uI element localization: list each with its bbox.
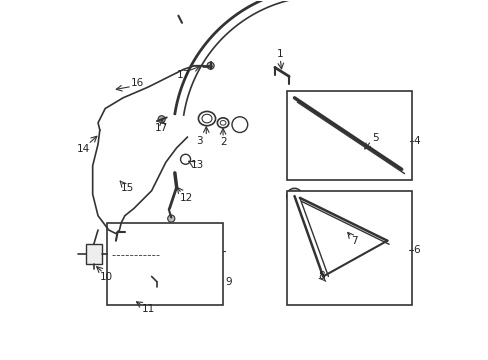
Text: 2: 2 xyxy=(219,137,226,147)
Circle shape xyxy=(130,291,136,296)
Text: 5: 5 xyxy=(372,133,379,143)
Text: 1: 1 xyxy=(276,49,283,59)
Text: 9: 9 xyxy=(224,277,231,287)
Bar xyxy=(107,223,223,305)
Text: 6: 6 xyxy=(412,245,419,255)
Text: 10: 10 xyxy=(99,272,112,282)
Text: 12: 12 xyxy=(180,193,193,203)
Bar xyxy=(287,191,411,305)
FancyBboxPatch shape xyxy=(110,239,160,278)
Text: 8: 8 xyxy=(317,271,324,281)
Circle shape xyxy=(133,266,142,274)
Circle shape xyxy=(323,116,329,122)
Circle shape xyxy=(380,235,394,249)
Text: 13: 13 xyxy=(190,160,203,170)
Circle shape xyxy=(332,280,348,296)
Text: 17: 17 xyxy=(155,123,168,133)
Circle shape xyxy=(297,108,312,123)
Text: 3: 3 xyxy=(196,136,203,146)
Circle shape xyxy=(118,230,124,237)
Circle shape xyxy=(167,215,175,222)
Circle shape xyxy=(300,111,309,120)
Circle shape xyxy=(291,192,302,202)
Text: 14: 14 xyxy=(76,144,89,154)
Text: 15: 15 xyxy=(121,183,134,193)
Circle shape xyxy=(366,145,372,151)
Circle shape xyxy=(383,239,390,246)
Text: 7: 7 xyxy=(350,236,357,246)
Bar xyxy=(287,91,411,180)
Circle shape xyxy=(290,193,298,200)
Bar xyxy=(323,276,358,300)
Circle shape xyxy=(158,116,165,123)
Circle shape xyxy=(286,188,302,204)
Text: 17: 17 xyxy=(176,70,189,80)
Text: 11: 11 xyxy=(141,303,154,314)
Text: 16: 16 xyxy=(130,78,143,88)
Circle shape xyxy=(345,131,350,136)
Text: 4: 4 xyxy=(412,136,419,147)
Circle shape xyxy=(206,62,214,69)
Bar xyxy=(85,244,102,264)
